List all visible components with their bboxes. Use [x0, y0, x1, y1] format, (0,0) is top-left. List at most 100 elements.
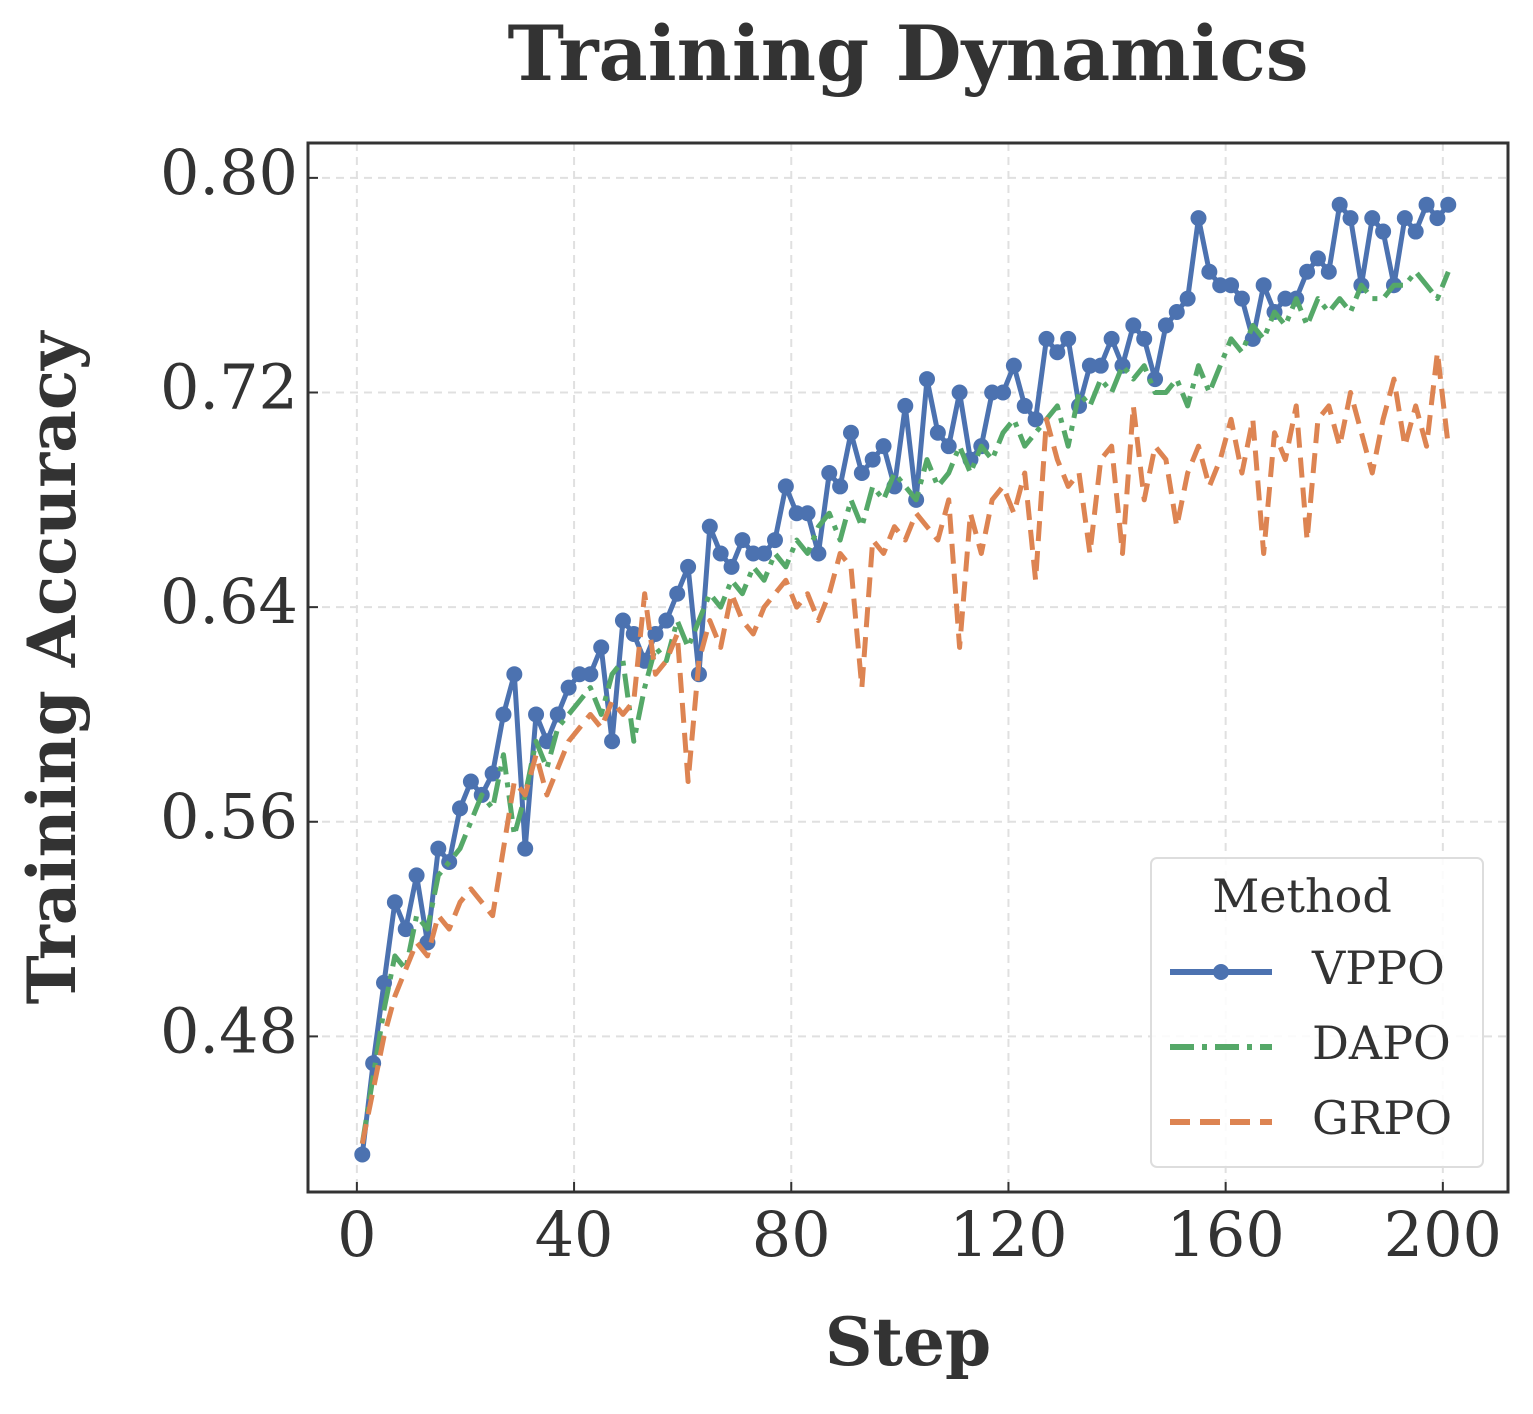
data-point [1299, 263, 1316, 280]
x-tick-label: 160 [1166, 1198, 1284, 1271]
data-point [614, 612, 631, 629]
data-point [919, 371, 936, 388]
data-point [462, 773, 479, 790]
data-point [875, 438, 892, 455]
x-tick-label: 200 [1384, 1198, 1502, 1271]
data-point [452, 800, 469, 817]
x-tick-label: 0 [337, 1198, 376, 1271]
y-tick-label: 0.64 [160, 565, 298, 638]
data-point [560, 679, 577, 696]
data-point [1049, 344, 1066, 361]
data-point [766, 532, 783, 549]
x-tick-label: 80 [752, 1198, 831, 1271]
data-point [799, 505, 816, 522]
data-point [658, 612, 675, 629]
data-point [625, 625, 642, 642]
data-point [995, 384, 1012, 401]
data-point [1136, 330, 1153, 347]
data-point [1125, 317, 1142, 334]
data-point [1092, 357, 1109, 374]
data-point [1005, 357, 1022, 374]
y-tick-label: 0.48 [160, 995, 298, 1068]
data-point [1038, 330, 1055, 347]
y-tick-label: 0.56 [160, 780, 298, 853]
data-point [386, 894, 403, 911]
data-point [1309, 250, 1326, 267]
data-point [1429, 210, 1446, 227]
data-point [430, 840, 447, 857]
data-point [408, 867, 425, 884]
data-point [1407, 223, 1424, 240]
x-axis-label: Step [825, 1303, 991, 1381]
data-point [1375, 223, 1392, 240]
legend-marker [1213, 964, 1229, 980]
data-point [680, 558, 697, 575]
data-point [1331, 196, 1348, 213]
data-point [1364, 210, 1381, 227]
data-point [1179, 290, 1196, 307]
data-point [897, 397, 914, 414]
data-point [1223, 277, 1240, 294]
data-point [734, 532, 751, 549]
legend-title: Method [1212, 869, 1392, 923]
data-point [832, 478, 849, 495]
y-axis-label: Training Accuracy [13, 330, 91, 1004]
legend-label: DAPO [1312, 1016, 1451, 1070]
y-tick-label: 0.80 [160, 136, 298, 209]
data-point [1016, 397, 1033, 414]
data-point [506, 666, 523, 683]
data-point [1190, 210, 1207, 227]
data-point [712, 545, 729, 562]
data-point [940, 438, 957, 455]
data-point [1027, 411, 1044, 428]
data-point [701, 518, 718, 535]
data-point [1440, 196, 1457, 213]
x-tick-label: 120 [949, 1198, 1067, 1271]
data-point [647, 625, 664, 642]
data-point [397, 921, 414, 938]
data-point [929, 424, 946, 441]
data-point [853, 464, 870, 481]
data-point [669, 585, 686, 602]
data-point [354, 1146, 371, 1163]
data-point [484, 765, 501, 782]
data-point [1201, 263, 1218, 280]
legend-box [1150, 857, 1484, 1168]
data-point [951, 384, 968, 401]
data-point [1233, 290, 1250, 307]
data-point [517, 840, 534, 857]
data-point [549, 706, 566, 723]
data-point [777, 478, 794, 495]
y-tick-label: 0.72 [160, 351, 298, 424]
data-point [864, 451, 881, 468]
data-point [376, 974, 393, 991]
legend-label: VPPO [1311, 941, 1445, 995]
data-point [1157, 317, 1174, 334]
series-line [359, 269, 1451, 1145]
data-point [1418, 196, 1435, 213]
data-point [1168, 304, 1185, 321]
data-point [1244, 330, 1261, 347]
legend-label: GRPO [1312, 1091, 1452, 1145]
data-point [1342, 210, 1359, 227]
plot-frame [306, 141, 1510, 1194]
chart-title: Training Dynamics [507, 9, 1308, 98]
data-point [1255, 277, 1272, 294]
data-point [842, 424, 859, 441]
data-point [528, 706, 545, 723]
data-point [604, 733, 621, 750]
data-point [1396, 210, 1413, 227]
data-point [1320, 263, 1337, 280]
series-line [359, 349, 1451, 1145]
data-point [723, 558, 740, 575]
data-point [810, 545, 827, 562]
data-point [756, 545, 773, 562]
x-tick-label: 40 [535, 1198, 614, 1271]
data-point [495, 706, 512, 723]
data-point [821, 464, 838, 481]
data-point [593, 639, 610, 656]
data-point [1103, 330, 1120, 347]
data-point [582, 666, 599, 683]
